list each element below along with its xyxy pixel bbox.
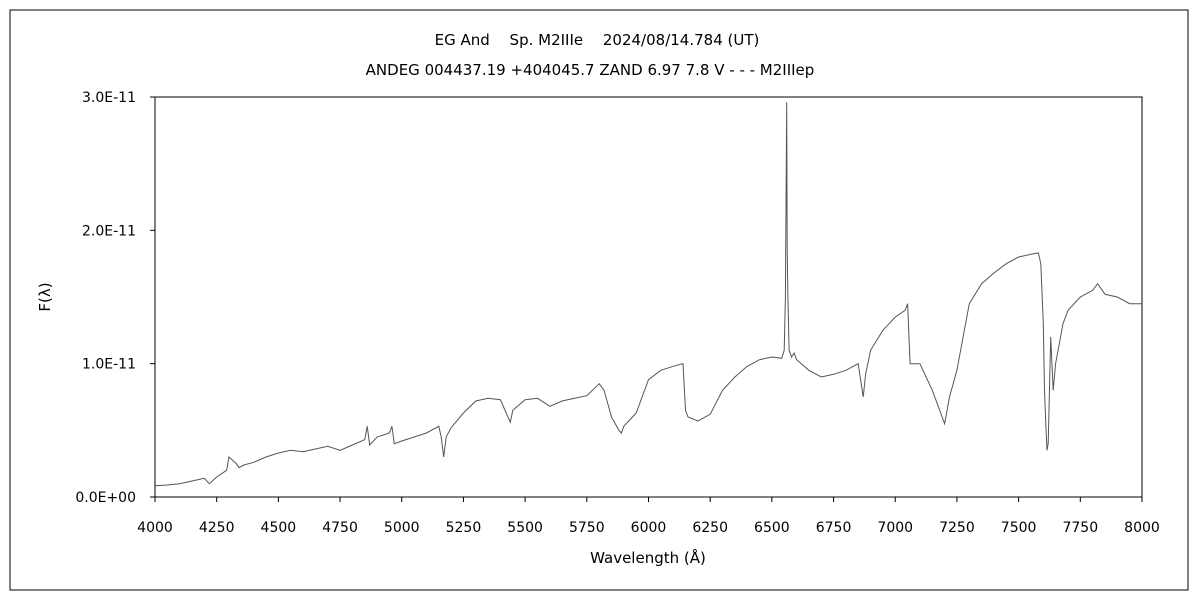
x-tick-label: 7250 [939,520,975,536]
x-tick-label: 6500 [754,520,790,536]
y-tick-label: 2.0E-11 [82,223,136,239]
x-axis-label: Wavelength (Å) [590,548,706,567]
x-tick-label: 5750 [569,520,605,536]
x-tick-label: 6750 [816,520,852,536]
y-tick-label: 0.0E+00 [75,490,136,506]
x-tick-label: 8000 [1124,520,1160,536]
spectrum-line [154,102,1142,487]
y-axis-label: F(λ) [36,282,54,311]
x-tick-label: 6250 [692,520,728,536]
x-tick-label: 4500 [261,520,297,536]
x-tick-label: 5250 [446,520,482,536]
x-tick-label: 4750 [322,520,358,536]
series-layer [154,102,1142,487]
x-tick-label: 7500 [1001,520,1037,536]
x-axis: 4000 4250 4500 4750 5000 5250 5500 5750 6000 6250… [137,497,1160,536]
x-tick-label: 6000 [631,520,667,536]
x-tick-label: 7750 [1062,520,1098,536]
y-tick-label: 1.0E-11 [82,357,136,373]
x-tick-label: 5000 [384,520,420,536]
x-tick-label: 5500 [507,520,543,536]
x-tick-label: 7000 [877,520,913,536]
y-axis: 0.0E+00 1.0E-11 2.0E-11 3.0E-11 [75,90,155,506]
y-tick-label: 3.0E-11 [82,90,136,106]
chart-title: EG And Sp. M2IIIe 2024/08/14.784 (UT) [435,31,760,49]
x-tick-label: 4000 [137,520,173,536]
x-tick-label: 4250 [199,520,235,536]
plot-area [154,96,1143,498]
chart-subtitle: ANDEG 004437.19 +404045.7 ZAND 6.97 7.8 … [366,61,815,79]
